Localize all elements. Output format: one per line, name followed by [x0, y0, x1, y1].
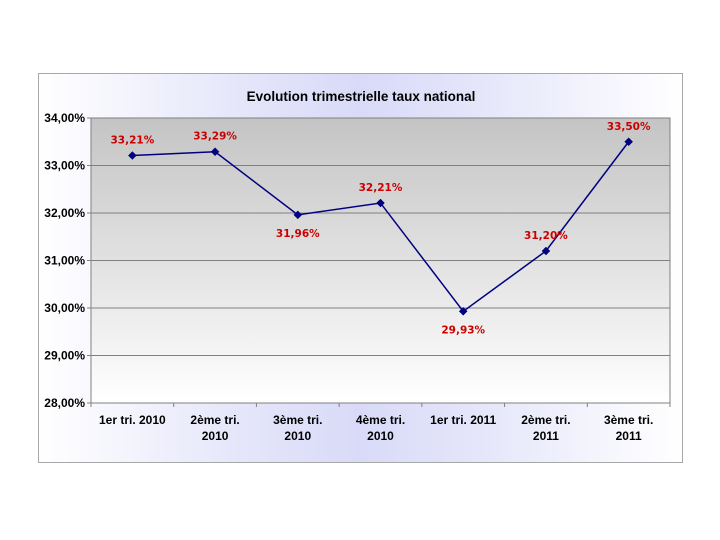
data-label: 32,21% — [359, 182, 403, 194]
y-axis-ticks: 28,00% 29,00% 30,00% 31,00% 32,00% 33,00% 34,0… — [44, 111, 91, 410]
y-tick-label: 30,00% — [44, 301, 85, 315]
x-tick-label: 2ème tri. 2010 — [190, 413, 239, 443]
x-tick-label: 3ème tri. 2011 — [604, 413, 653, 443]
data-point-marker — [458, 306, 468, 316]
data-label: 33,50% — [607, 121, 651, 133]
x-tick-label: 4ème tri. 2010 — [356, 413, 405, 443]
x-tick-label: 1er tri. 2010 — [99, 413, 166, 427]
chart-title: Evolution trimestrielle taux national — [247, 89, 476, 104]
data-point-marker — [376, 198, 385, 208]
data-label: 33,21% — [110, 135, 154, 147]
x-axis-ticks: 1er tri. 2010 2ème tri. 2010 3ème tri. 2010 4… — [90, 403, 671, 443]
data-point-marker — [541, 246, 551, 256]
y-tick-label: 34,00% — [44, 111, 85, 125]
y-tick-label: 32,00% — [44, 206, 85, 220]
line-chart: Evolution trimestrielle taux national 28… — [44, 89, 671, 443]
data-label: 31,20% — [524, 230, 568, 242]
data-label: 31,96% — [276, 228, 320, 240]
data-point-marker — [128, 151, 137, 160]
data-labels: 33,21% 33,29% 31,96% 32,21% 29,93% 31,20% 33,5… — [110, 121, 650, 337]
series-line — [128, 137, 633, 316]
data-point-marker — [210, 147, 220, 157]
y-tick-label: 31,00% — [44, 254, 85, 268]
y-tick-label: 29,00% — [44, 349, 85, 363]
x-tick-label: 3ème tri. 2010 — [273, 413, 322, 443]
gridlines — [91, 165, 670, 356]
chart-frame: Evolution trimestrielle taux national 28… — [38, 73, 683, 463]
x-tick-label: 1er tri. 2011 — [430, 413, 496, 427]
data-label: 33,29% — [193, 131, 237, 143]
y-tick-label: 28,00% — [44, 396, 85, 410]
x-tick-label: 2ème tri. 2011 — [521, 413, 570, 443]
y-tick-label: 33,00% — [44, 159, 85, 173]
data-point-marker — [293, 210, 303, 220]
data-label: 29,93% — [441, 324, 485, 336]
data-point-marker — [624, 137, 633, 147]
